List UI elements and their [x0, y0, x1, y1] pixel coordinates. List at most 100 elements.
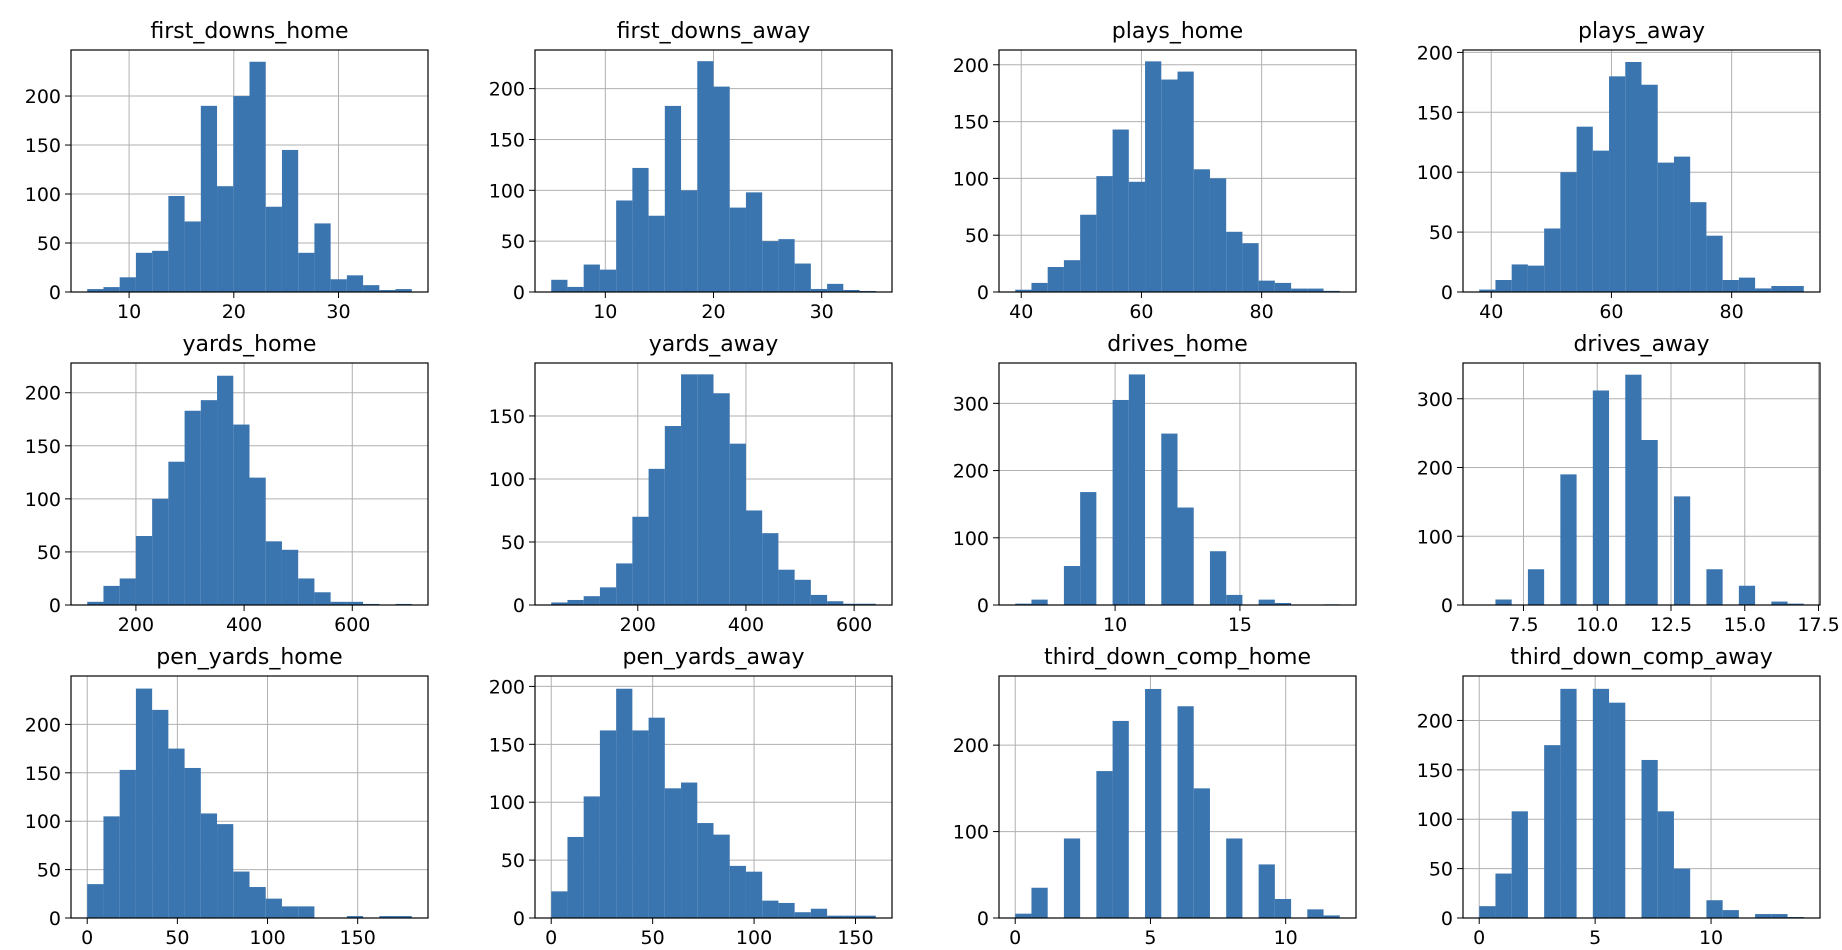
histogram-bar: [1193, 169, 1210, 292]
histogram-bar: [697, 823, 714, 918]
y-tick-label: 0: [49, 595, 61, 617]
histogram-bar: [103, 816, 120, 918]
histogram-bar: [395, 916, 412, 918]
histogram-bar: [1673, 156, 1691, 292]
histogram-bar: [1063, 838, 1081, 918]
x-tick-label: 20: [701, 301, 725, 323]
y-tick-label: 300: [953, 393, 989, 415]
histogram-bar: [729, 865, 746, 918]
histogram-bar: [119, 769, 136, 918]
y-tick-label: 0: [513, 908, 525, 930]
histogram-bar: [168, 748, 185, 918]
subplot-title: third_down_comp_home: [1044, 645, 1311, 670]
x-tick-label: 50: [165, 927, 189, 949]
histogram-bar: [1258, 280, 1275, 292]
subplot: pen_yards_home 0 50 100 150 0 50 100 150 200: [25, 645, 429, 949]
histogram-bar: [681, 782, 698, 918]
subplot-title: yards_home: [183, 332, 317, 357]
y-tick-label: 100: [489, 180, 525, 202]
histogram-bar: [1096, 176, 1113, 292]
histogram-bar: [103, 585, 120, 605]
histogram-bar: [1209, 551, 1227, 605]
histogram-bar: [249, 887, 266, 918]
histogram-bar: [551, 602, 568, 605]
histogram-bar: [551, 279, 568, 292]
x-tick-label: 80: [1250, 301, 1274, 323]
subplot-title: first_downs_home: [150, 19, 348, 44]
histogram-bar: [843, 915, 860, 918]
y-tick-label: 150: [953, 112, 989, 134]
x-tick-label: 40: [1009, 301, 1033, 323]
histogram-bar: [762, 241, 779, 292]
histogram-bar: [843, 603, 860, 605]
y-tick-label: 0: [1441, 595, 1453, 617]
histogram-bar: [1193, 788, 1210, 918]
y-tick-label: 0: [49, 282, 61, 304]
axes-frame: [998, 675, 1357, 919]
x-tick-label: 100: [249, 927, 285, 949]
histogram-bar: [1031, 282, 1048, 292]
y-tick-label: 100: [25, 184, 61, 206]
histogram-bar: [1242, 243, 1259, 292]
histogram-bar: [233, 871, 250, 918]
histogram-bar: [298, 906, 315, 918]
x-tick-label: 150: [340, 927, 376, 949]
histogram-bar: [1063, 260, 1081, 292]
y-tick-label: 50: [37, 542, 61, 564]
histogram-bar: [632, 167, 649, 292]
subplot-title: pen_yards_away: [622, 645, 804, 670]
histogram-bar: [648, 717, 665, 918]
y-tick-label: 300: [1417, 389, 1453, 411]
x-tick-label: 5: [1144, 927, 1156, 949]
histogram-bar: [697, 61, 714, 292]
y-tick-label: 150: [489, 129, 525, 151]
x-tick-label: 5: [1589, 927, 1601, 949]
histogram-bar: [249, 477, 266, 605]
histogram-bar: [87, 289, 104, 292]
subplot: drives_away 7.5 10.0 12.5 15.0 17.5 0 100 200 300: [1417, 332, 1840, 636]
x-tick-label: 600: [334, 614, 370, 636]
subplot: drives_home 10 15 0 100 200 300: [953, 332, 1357, 636]
y-tick-label: 50: [37, 860, 61, 882]
histogram-bar: [217, 186, 234, 292]
histogram-bar: [363, 285, 380, 292]
x-tick-label: 400: [226, 614, 262, 636]
axes-frame: [998, 49, 1357, 293]
histogram-bar: [103, 287, 120, 292]
y-tick-label: 50: [965, 225, 989, 247]
histogram-bar: [233, 424, 250, 605]
histogram-bar: [330, 279, 347, 292]
histogram-bar: [135, 536, 153, 605]
histogram-bar: [1755, 914, 1772, 918]
x-tick-label: 60: [1129, 301, 1153, 323]
histogram-bar: [1706, 900, 1723, 918]
y-tick-label: 0: [977, 908, 989, 930]
subplot-title: pen_yards_home: [156, 645, 342, 670]
histogram-bar: [184, 410, 201, 605]
histogram-bar: [152, 498, 169, 605]
y-tick-label: 100: [953, 528, 989, 550]
histogram-bar: [1609, 702, 1626, 918]
histogram-bar: [217, 375, 234, 605]
histogram-bar: [281, 549, 299, 605]
x-tick-label: 200: [118, 614, 154, 636]
axes-frame: [70, 49, 429, 293]
subplot-title: yards_away: [649, 332, 779, 357]
histogram-bar: [599, 269, 617, 292]
y-tick-label: 150: [25, 763, 61, 785]
subplot-title: plays_away: [1578, 19, 1705, 44]
histogram-bar: [1177, 706, 1194, 918]
histogram-bar: [314, 592, 331, 605]
x-tick-label: 0: [545, 927, 557, 949]
histogram-bar: [1706, 235, 1723, 292]
histogram-bar: [346, 601, 364, 605]
histogram-bar: [778, 569, 795, 605]
subplot: first_downs_home 10 20 30 0 50 100 150 200: [25, 19, 429, 323]
histogram-bar: [1258, 864, 1275, 918]
y-tick-label: 0: [513, 282, 525, 304]
x-tick-label: 10.0: [1576, 614, 1618, 636]
histogram-bar: [119, 578, 136, 605]
x-tick-label: 10: [117, 301, 141, 323]
y-tick-label: 200: [953, 735, 989, 757]
